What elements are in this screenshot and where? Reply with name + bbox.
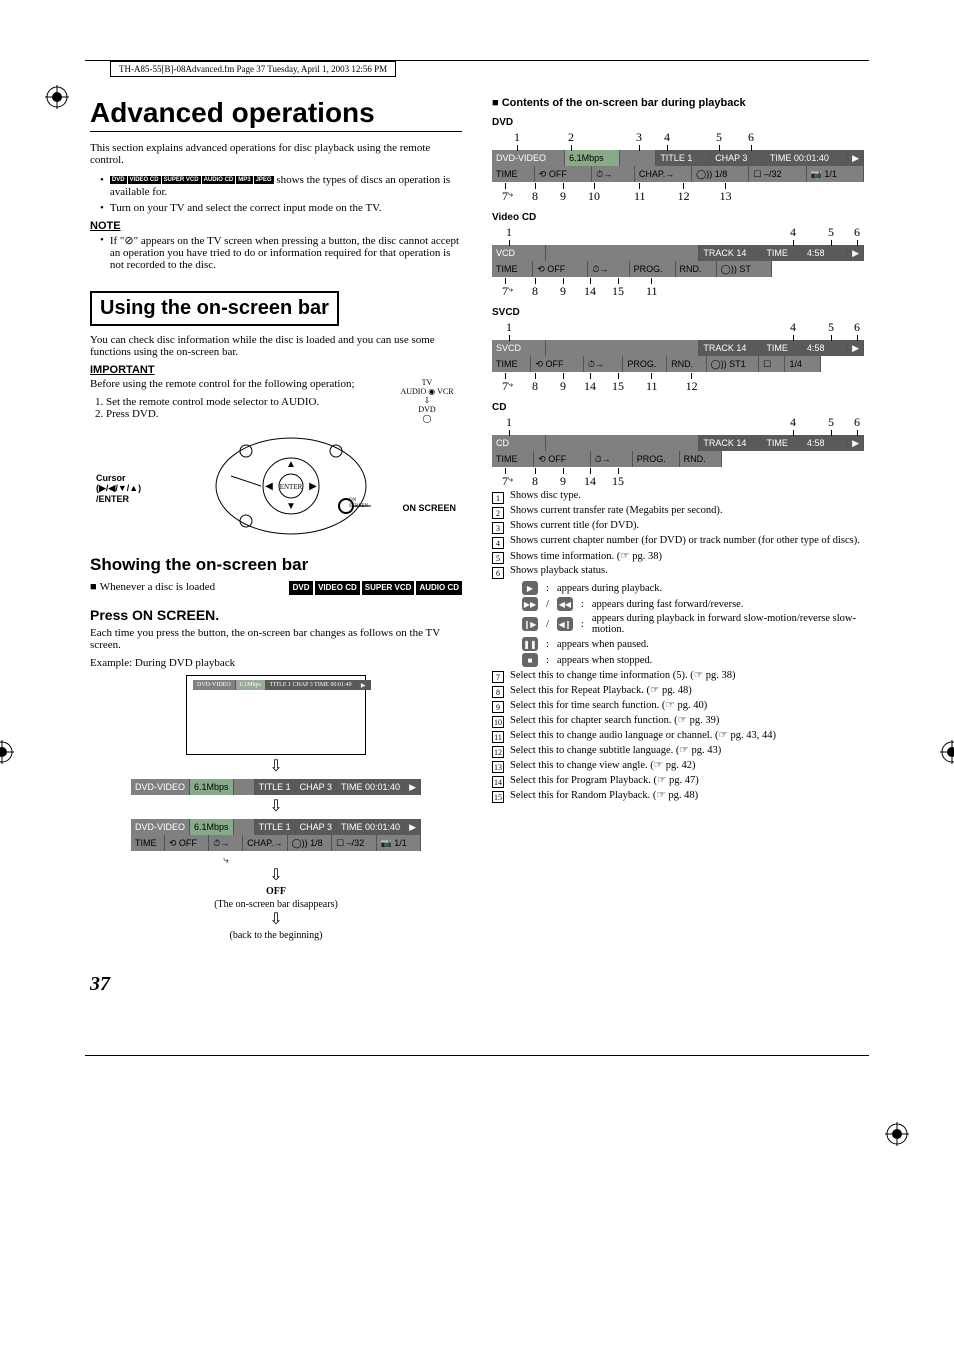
legend-2: Shows current transfer rate (Megabits pe… (510, 505, 723, 519)
ff-icon: ▶▶ (522, 597, 538, 611)
note-heading: NOTE (90, 220, 462, 232)
disc-badges: DVD VIDEO CD SUPER VCD AUDIO CD (289, 581, 462, 595)
registration-mark-icon (885, 1122, 909, 1146)
onscreen-label: ON SCREEN (402, 503, 456, 513)
note-text: If "⊘" appears on the TV screen when pre… (100, 234, 462, 271)
osd-bar-svcd: SVCD TRACK 14 TIME 4:58 ▶ TIME ⟲ OFF ⏱→ … (492, 340, 864, 372)
osd-bar-cd: CD TRACK 14 TIME 4:58 ▶ TIME ⟲ OFF ⏱→ PR… (492, 435, 864, 467)
registration-mark-icon (0, 740, 14, 764)
registration-mark-icon (45, 85, 69, 109)
vcd-label: Video CD (492, 212, 864, 223)
cursor-label: Cursor (96, 473, 141, 483)
off-text: (The on-screen bar disappears) (90, 899, 462, 910)
legend-8: Select this for Repeat Playback. (☞ pg. … (510, 684, 692, 698)
enter-label: /ENTER (96, 494, 141, 504)
legend-11: Select this to change audio language or … (510, 729, 776, 743)
legend-9: Select this for time search function. (☞… (510, 699, 707, 713)
intro-text: This section explains advanced operation… (90, 142, 462, 166)
badge-vcd: VIDEO CD (315, 581, 360, 595)
contents-heading: Contents of the on-screen bar during pla… (502, 97, 746, 109)
svg-text:◀: ◀ (265, 481, 273, 492)
legend-12: Select this to change subtitle language.… (510, 744, 721, 758)
play-icon: ▶ (522, 581, 538, 595)
bullet-disc-icons: DVD VIDEO CD SUPER VCD AUDIO CD MP3 JPEG… (100, 174, 462, 198)
legend-list: 1Shows disc type. 2Shows current transfe… (492, 490, 864, 579)
arrow-down-icon: ⇩ (90, 912, 462, 928)
legend-1: Shows disc type. (510, 490, 581, 504)
slow-fwd-icon: ❙▶ (522, 617, 538, 631)
bullet-tv: Turn on your TV and select the correct i… (100, 202, 462, 214)
svg-text:▲: ▲ (286, 459, 296, 470)
rew-icon: ◀◀ (557, 597, 573, 611)
legend-6: Shows playback status. (510, 565, 608, 579)
badge-cd: AUDIO CD (416, 581, 462, 595)
cd-label: CD (492, 402, 864, 413)
legend-list-2: 7Select this to change time information … (492, 669, 864, 803)
jpeg-icon: JPEG (254, 176, 274, 184)
svcd-icon: SUPER VCD (162, 176, 201, 184)
pause-icon: ❚❚ (522, 637, 538, 651)
stop-icon: ■ (522, 653, 538, 667)
subhead-showing: Showing the on-screen bar (90, 555, 462, 575)
svg-text:ENTER: ENTER (280, 483, 303, 491)
example-label: Example: During DVD playback (90, 657, 462, 669)
legend-10: Select this for chapter search function.… (510, 714, 719, 728)
legend-13: Select this to change view angle. (☞ pg.… (510, 759, 696, 773)
badge-dvd: DVD (289, 581, 313, 595)
registration-mark-icon (940, 740, 954, 764)
dvd-icon: DVD (110, 176, 127, 184)
file-header: TH-A85-55[B]-08Advanced.fm Page 37 Tuesd… (110, 61, 396, 77)
using-text: You can check disc information while the… (90, 334, 462, 358)
arrow-down-icon: ⇩ (90, 759, 462, 775)
slow-rev-icon: ◀❙ (557, 617, 573, 631)
legend-5: Shows time information. (☞ pg. 38) (510, 550, 662, 564)
mode-selector-diagram: TV AUDIO ◉ VCR ⇩ DVD ◯ (392, 378, 462, 423)
osd-bar-dvd: DVD-VIDEO 6.1Mbps TITLE 1 CHAP 3 TIME 00… (492, 150, 864, 182)
cursor-symbols: (▶/◀/▼/▲) (96, 483, 141, 494)
off-label: OFF (266, 886, 286, 897)
playback-status-icons: ▶: appears during playback. ▶▶ / ◀◀: app… (492, 581, 864, 667)
important-heading: IMPORTANT (90, 364, 462, 376)
svg-text:▶: ▶ (309, 481, 317, 492)
whenever-text: Whenever a disc is loaded (100, 581, 215, 593)
vcd-icon: VIDEO CD (128, 176, 161, 184)
svg-text:ON: ON (349, 498, 357, 503)
remote-diagram: ENTER ▲ ▼ ◀ ▶ ON SCREEN Cursor (▶/◀/▼/▲)… (90, 431, 462, 543)
osd-bar-example-1: DVD-VIDEO 6.1Mbps TITLE 1 CHAP 3 TIME 00… (131, 779, 421, 795)
cd-icon: AUDIO CD (202, 176, 236, 184)
press-onscreen-step: Press ON SCREEN. (90, 607, 462, 623)
arrow-down-icon: ⇩ (90, 799, 462, 815)
back-text: (back to the beginning) (90, 930, 462, 941)
badge-svcd: SUPER VCD (362, 581, 415, 595)
tv-screen-diagram: DVD-VIDEO 6.1Mbps TITLE 1 CHAP 3 TIME 00… (186, 675, 366, 755)
page-number: 37 (30, 973, 924, 996)
legend-15: Select this for Random Playback. (☞ pg. … (510, 789, 698, 803)
press-text: Each time you press the button, the on-s… (90, 627, 462, 651)
svg-text:▼: ▼ (286, 501, 296, 512)
right-column: ■ Contents of the on-screen bar during p… (492, 97, 864, 943)
legend-4: Shows current chapter number (for DVD) o… (510, 535, 860, 549)
section-heading-using: Using the on-screen bar (90, 291, 339, 326)
left-column: Advanced operations This section explain… (90, 97, 462, 943)
osd-bar-vcd: VCD TRACK 14 TIME 4:58 ▶ TIME ⟲ OFF ⏱→ P… (492, 245, 864, 277)
disc-icons-group: DVD VIDEO CD SUPER VCD AUDIO CD MP3 JPEG (110, 176, 274, 184)
legend-14: Select this for Program Playback. (☞ pg.… (510, 774, 699, 788)
osd-bar-example-2: DVD-VIDEO 6.1Mbps TITLE 1 CHAP 3 TIME 00… (131, 819, 421, 851)
page-title: Advanced operations (90, 97, 462, 132)
legend-3: Shows current title (for DVD). (510, 520, 639, 534)
arrow-down-icon: ⇩ (90, 868, 462, 884)
dvd-label: DVD (492, 117, 864, 128)
svcd-label: SVCD (492, 307, 864, 318)
mp3-icon: MP3 (236, 176, 252, 184)
legend-7: Select this to change time information (… (510, 669, 735, 683)
